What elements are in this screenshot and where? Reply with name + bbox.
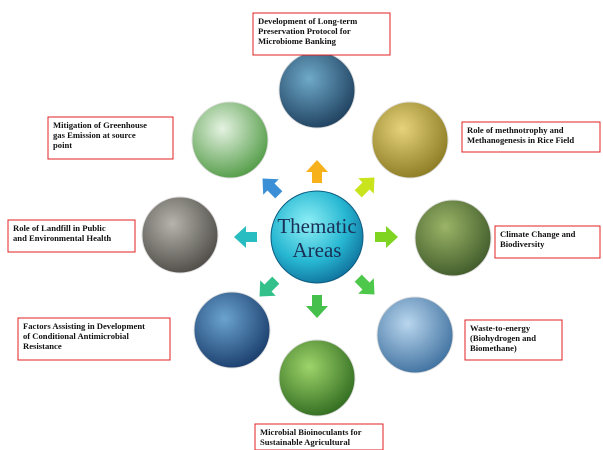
arrow bbox=[350, 170, 382, 202]
node-label: Biomethane) bbox=[470, 343, 517, 353]
node-label: Role of Landfill in Public bbox=[13, 223, 106, 233]
node-circle bbox=[192, 102, 268, 178]
node-label: Preservation Protocol for bbox=[258, 26, 351, 36]
arrow bbox=[252, 272, 284, 304]
arrow bbox=[350, 270, 382, 302]
node-circle bbox=[194, 292, 270, 368]
node-label: Sustainable Agricultural bbox=[260, 437, 351, 447]
node-circle bbox=[279, 340, 355, 416]
node-circle bbox=[377, 297, 453, 373]
node-label: Waste-to-energy bbox=[470, 323, 531, 333]
node-label: point bbox=[53, 140, 72, 150]
arrow bbox=[234, 226, 257, 248]
node-circle bbox=[142, 197, 218, 273]
node-label: Role of methnotrophy and bbox=[467, 125, 564, 135]
node-label: Methanogenesis in Rice Field bbox=[467, 135, 574, 145]
node-label: Mitigation of Greenhouse bbox=[53, 120, 147, 130]
node-label: Biodiversity bbox=[500, 239, 545, 249]
node-circle bbox=[279, 52, 355, 128]
arrow bbox=[306, 160, 328, 183]
center-label: Areas bbox=[293, 238, 342, 262]
node-label: Microbial Bioinoculants for bbox=[260, 427, 362, 437]
diagram: Development of Long-termPreservation Pro… bbox=[0, 0, 603, 450]
center-label: Thematic bbox=[277, 214, 356, 238]
node-label: Climate Change and bbox=[500, 229, 576, 239]
node-label: Microbiome Banking bbox=[258, 36, 337, 46]
arrow bbox=[255, 171, 287, 203]
arrow bbox=[306, 295, 328, 318]
node-label: gas Emission at source bbox=[53, 130, 136, 140]
node-label: Factors Assisting in Development bbox=[23, 321, 145, 331]
node-circle bbox=[372, 102, 448, 178]
arrow bbox=[375, 226, 398, 248]
node-label: and Environmental Health bbox=[13, 233, 111, 243]
node-label: of Conditional Antimicrobial bbox=[23, 331, 129, 341]
node-circle bbox=[415, 200, 491, 276]
node-label: (Biohydrogen and bbox=[470, 333, 536, 343]
node-label: Development of Long-term bbox=[258, 16, 358, 26]
node-label: Resistance bbox=[23, 341, 62, 351]
